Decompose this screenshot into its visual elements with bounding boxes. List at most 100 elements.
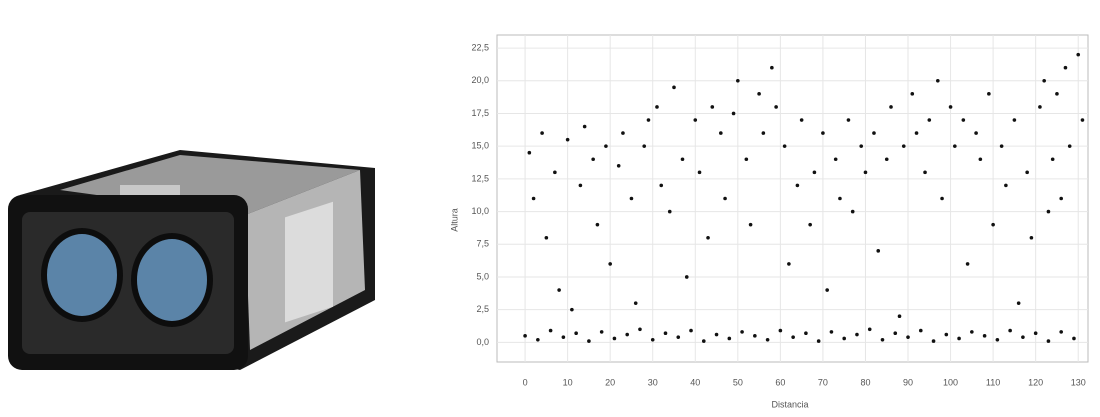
point (914, 131, 919, 135)
point (633, 301, 638, 305)
point (804, 331, 808, 336)
x-tick-label: 40 (690, 377, 700, 387)
point (740, 330, 744, 334)
point (923, 170, 927, 175)
point (748, 222, 753, 227)
y-tick-label: 22,5 (471, 42, 489, 52)
point (761, 131, 766, 135)
point (587, 339, 591, 343)
x-tick-label: 60 (775, 377, 785, 387)
point (770, 65, 774, 70)
point (1059, 196, 1063, 201)
point (723, 196, 727, 201)
point (965, 262, 970, 266)
point (719, 131, 723, 135)
point (523, 334, 527, 338)
point (876, 249, 881, 253)
point (791, 335, 795, 339)
point (765, 337, 770, 342)
x-tick-label: 120 (1028, 377, 1043, 387)
point (978, 157, 983, 162)
x-tick-label: 80 (860, 377, 870, 387)
point (982, 334, 987, 338)
point (684, 275, 689, 279)
point (757, 92, 761, 96)
point (531, 196, 536, 201)
point (646, 118, 651, 122)
point (918, 328, 923, 333)
y-tick-label: 10,0 (471, 206, 489, 216)
point (582, 124, 587, 129)
plot-area (496, 34, 1089, 363)
point (1046, 209, 1051, 214)
point (948, 105, 953, 109)
point (659, 183, 664, 188)
point (744, 157, 749, 162)
point (642, 144, 647, 148)
point (1072, 336, 1076, 341)
point (595, 222, 600, 227)
point (787, 262, 791, 266)
point (706, 235, 710, 240)
x-tick-label: 110 (986, 377, 1000, 387)
point (731, 111, 736, 116)
point (927, 118, 932, 122)
x-axis-title: Distancia (771, 399, 808, 409)
point (599, 330, 604, 334)
point (829, 330, 834, 334)
x-tick-label: 130 (1071, 377, 1086, 387)
point (808, 222, 812, 227)
point (931, 339, 936, 343)
point (621, 131, 625, 135)
point (1059, 330, 1063, 334)
point (995, 337, 1000, 342)
point (821, 131, 825, 135)
point (574, 331, 578, 336)
point (553, 170, 557, 175)
y-tick-label: 12,5 (471, 173, 489, 183)
point (842, 336, 846, 341)
point (778, 328, 783, 333)
point (1076, 52, 1081, 57)
point (838, 196, 842, 201)
point (855, 332, 859, 337)
point (672, 85, 676, 90)
point (655, 105, 659, 109)
point (1038, 105, 1042, 109)
x-tick-label: 30 (648, 377, 658, 387)
point (825, 288, 829, 292)
point (910, 92, 915, 96)
point (608, 262, 612, 266)
point (548, 328, 553, 333)
point (863, 170, 868, 175)
point (693, 118, 698, 122)
point (1025, 170, 1029, 175)
point (953, 144, 957, 148)
point (970, 330, 974, 334)
point (867, 327, 872, 332)
point (578, 183, 583, 188)
y-tick-label: 5,0 (476, 271, 489, 281)
point (667, 209, 672, 214)
point (961, 118, 966, 122)
point (625, 332, 629, 337)
point (850, 209, 855, 214)
x-tick-label: 10 (563, 377, 573, 387)
point (957, 336, 961, 341)
x-tick-label: 50 (733, 377, 743, 387)
point (714, 332, 719, 337)
point (999, 144, 1004, 148)
point (697, 170, 702, 175)
point (570, 307, 574, 312)
y-tick-label: 0,0 (476, 337, 489, 347)
point (565, 137, 570, 142)
point (689, 328, 693, 333)
point (629, 196, 634, 201)
point (1016, 301, 1021, 305)
point (846, 118, 851, 122)
point (680, 157, 685, 162)
y-axis-title: Altura (449, 208, 459, 232)
point (676, 335, 681, 339)
point (1012, 118, 1017, 122)
